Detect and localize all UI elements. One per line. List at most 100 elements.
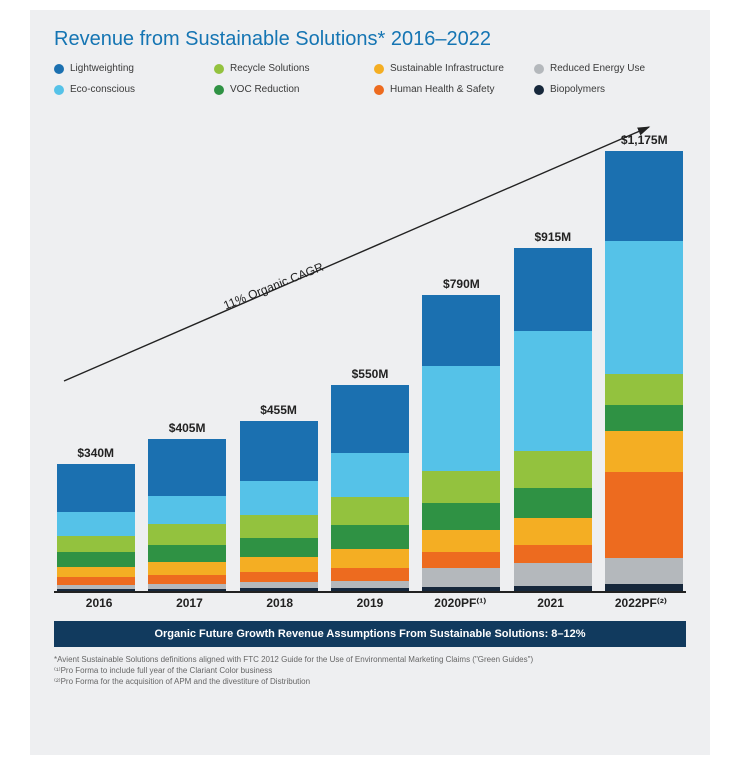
- bar-column: $455M: [237, 403, 320, 591]
- segment-voc: [331, 525, 409, 549]
- legend-item: Recycle Solutions: [214, 63, 366, 74]
- bar-total-label: $1,175M: [621, 133, 668, 147]
- legend-swatch: [214, 64, 224, 74]
- bar-column: $915M: [511, 230, 594, 591]
- bar-column: $1,175M: [603, 133, 686, 591]
- segment-infrastructure: [514, 518, 592, 545]
- segment-health: [57, 577, 135, 584]
- bar-total-label: $790M: [443, 277, 480, 291]
- legend: Lightweighting Recycle Solutions Sustainab…: [54, 63, 686, 95]
- segment-lightweighting: [240, 421, 318, 481]
- segment-lightweighting: [422, 295, 500, 366]
- chart-title: Revenue from Sustainable Solutions* 2016…: [54, 28, 686, 51]
- segment-health: [331, 568, 409, 581]
- legend-label: Sustainable Infrastructure: [390, 63, 504, 74]
- legend-item: VOC Reduction: [214, 84, 366, 95]
- segment-infrastructure: [331, 549, 409, 568]
- x-category-label: 2021: [505, 593, 595, 613]
- legend-item: Sustainable Infrastructure: [374, 63, 526, 74]
- bars-container: $340M $405M $455M $550M $790M $915M $1,175M: [54, 121, 686, 591]
- segment-recycle: [514, 451, 592, 488]
- segment-eco: [422, 366, 500, 471]
- legend-swatch: [374, 64, 384, 74]
- legend-label: Eco-conscious: [70, 84, 135, 95]
- legend-swatch: [54, 85, 64, 95]
- segment-eco: [148, 496, 226, 525]
- stacked-bar: [240, 421, 318, 591]
- assumptions-banner: Organic Future Growth Revenue Assumption…: [54, 621, 686, 647]
- segment-lightweighting: [514, 248, 592, 330]
- bar-column: $790M: [420, 277, 503, 591]
- x-category-label: 2020PF⁽¹⁾: [415, 593, 505, 613]
- segment-eco: [240, 481, 318, 515]
- legend-item: Biopolymers: [534, 84, 686, 95]
- segment-health: [148, 575, 226, 584]
- segment-recycle: [240, 515, 318, 538]
- chart-area: 11% Organic CAGR $340M$405M$455M$550M$79…: [54, 103, 686, 613]
- bar-total-label: $455M: [260, 403, 297, 417]
- segment-infrastructure: [422, 530, 500, 552]
- segment-infrastructure: [240, 557, 318, 572]
- bar-total-label: $915M: [534, 230, 571, 244]
- segment-energy: [605, 558, 683, 584]
- segment-lightweighting: [57, 464, 135, 513]
- segment-energy: [514, 563, 592, 585]
- legend-item: Human Health & Safety: [374, 84, 526, 95]
- stacked-bar: [514, 248, 592, 591]
- footnotes: *Avient Sustainable Solutions definition…: [54, 655, 686, 687]
- segment-recycle: [331, 497, 409, 525]
- legend-swatch: [214, 85, 224, 95]
- legend-swatch: [54, 64, 64, 74]
- footnote: *Avient Sustainable Solutions definition…: [54, 655, 686, 666]
- segment-infrastructure: [605, 431, 683, 472]
- bar-column: $405M: [145, 421, 228, 591]
- segment-voc: [514, 488, 592, 518]
- legend-label: Human Health & Safety: [390, 84, 495, 95]
- stacked-bar: [331, 385, 409, 591]
- segment-eco: [57, 512, 135, 535]
- segment-voc: [148, 545, 226, 562]
- legend-item: Reduced Energy Use: [534, 63, 686, 74]
- stacked-bar: [148, 439, 226, 591]
- segment-eco: [605, 241, 683, 374]
- segment-eco: [331, 453, 409, 497]
- segment-voc: [605, 405, 683, 431]
- footnote: ⁽¹⁾Pro Forma to include full year of the…: [54, 666, 686, 677]
- bar-column: $550M: [328, 367, 411, 591]
- footnote: ⁽²⁾Pro Forma for the acquisition of APM …: [54, 677, 686, 688]
- segment-lightweighting: [148, 439, 226, 495]
- legend-label: Recycle Solutions: [230, 63, 309, 74]
- legend-label: VOC Reduction: [230, 84, 299, 95]
- segment-energy: [422, 568, 500, 587]
- legend-label: Lightweighting: [70, 63, 134, 74]
- legend-label: Biopolymers: [550, 84, 605, 95]
- segment-recycle: [57, 536, 135, 553]
- bar-total-label: $550M: [352, 367, 389, 381]
- segment-infrastructure: [148, 562, 226, 575]
- stacked-bar: [422, 295, 500, 591]
- legend-swatch: [534, 64, 544, 74]
- segment-health: [605, 472, 683, 558]
- legend-swatch: [374, 85, 384, 95]
- stacked-bar: [605, 151, 683, 591]
- segment-lightweighting: [331, 385, 409, 452]
- legend-item: Lightweighting: [54, 63, 206, 74]
- segment-eco: [514, 331, 592, 451]
- segment-recycle: [422, 471, 500, 503]
- segment-health: [240, 572, 318, 582]
- segment-voc: [422, 503, 500, 529]
- segment-recycle: [148, 524, 226, 544]
- segment-health: [422, 552, 500, 568]
- chart-canvas: Revenue from Sustainable Solutions* 2016…: [30, 10, 710, 755]
- x-category-label: 2022PF⁽²⁾: [596, 593, 686, 613]
- segment-lightweighting: [605, 151, 683, 241]
- bar-column: $340M: [54, 446, 137, 591]
- bar-total-label: $340M: [77, 446, 114, 460]
- segment-health: [514, 545, 592, 564]
- legend-swatch: [534, 85, 544, 95]
- x-category-label: 2018: [235, 593, 325, 613]
- x-category-label: 2019: [325, 593, 415, 613]
- legend-item: Eco-conscious: [54, 84, 206, 95]
- segment-infrastructure: [57, 567, 135, 577]
- bar-total-label: $405M: [169, 421, 206, 435]
